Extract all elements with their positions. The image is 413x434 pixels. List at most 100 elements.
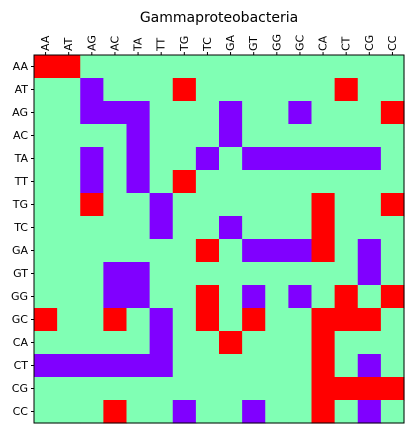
heatmap-cell-GA-CC: [380, 239, 405, 263]
heatmap-cell-CA-CA: [311, 331, 336, 355]
heatmap-cell-GG-GA: [219, 285, 243, 309]
heatmap-cell-AC-GT: [242, 124, 266, 148]
heatmap-cell-AT-TT: [149, 78, 174, 102]
x-tick-label: TT: [155, 37, 168, 52]
heatmap-cell-CA-AT: [57, 331, 81, 355]
heatmap-cell-GT-TG: [172, 262, 197, 286]
heatmap-cell-CT-GA: [219, 354, 243, 378]
x-tick-label: TG: [178, 36, 191, 52]
heatmap-cell-TT-CC: [380, 170, 405, 194]
heatmap-cell-AG-CA: [311, 101, 336, 125]
heatmap-cell-TG-TC: [195, 193, 220, 217]
heatmap-cell-AT-CA: [311, 78, 336, 102]
heatmap-cell-TT-GA: [219, 170, 243, 194]
heatmap-cell-AT-AT: [57, 78, 81, 102]
heatmap-cell-CG-AG: [80, 377, 104, 401]
heatmap-cell-AT-TA: [126, 78, 151, 102]
heatmap-cell-GC-AC: [103, 308, 128, 332]
heatmap-cell-GT-TC: [195, 262, 220, 286]
heatmap-cell-TG-TA: [126, 193, 151, 217]
heatmap-cell-AC-CC: [380, 124, 405, 148]
heatmap-cell-TT-CG: [357, 170, 382, 194]
heatmap-cell-TA-TA: [126, 147, 151, 171]
heatmap-cell-CG-TA: [126, 377, 151, 401]
heatmap-cell-GG-GG: [265, 285, 289, 309]
heatmap-cell-TC-AT: [57, 216, 81, 240]
heatmap-cell-TG-GC: [288, 193, 313, 217]
heatmap-cell-AC-TA: [126, 124, 151, 148]
heatmap-cell-GC-CA: [311, 308, 336, 332]
heatmap-cell-GC-CC: [380, 308, 405, 332]
heatmap-cell-CA-GT: [242, 331, 266, 355]
heatmap-cell-CC-TC: [195, 400, 220, 424]
heatmap-cell-AA-GG: [265, 55, 289, 79]
x-tick-label: AG: [85, 35, 98, 51]
heatmap-cell-CT-GG: [265, 354, 289, 378]
heatmap-cell-AA-TC: [195, 55, 220, 79]
heatmap-cell-TA-AT: [57, 147, 81, 171]
heatmap-cell-TG-AT: [57, 193, 81, 217]
heatmap-cell-AT-GT: [242, 78, 266, 102]
heatmap-cell-AT-AC: [103, 78, 128, 102]
heatmap-cell-GT-GT: [242, 262, 266, 286]
heatmap-cell-GT-CT: [334, 262, 359, 286]
heatmap-cell-AC-AT: [57, 124, 81, 148]
heatmap-cell-AC-AC: [103, 124, 128, 148]
heatmap-cell-AC-TC: [195, 124, 220, 148]
heatmap-cell-GG-GT: [242, 285, 266, 309]
heatmap-cell-TG-AA: [34, 193, 58, 217]
heatmap-cell-AT-GA: [219, 78, 243, 102]
heatmap-cell-TG-GT: [242, 193, 266, 217]
heatmap-cell-AA-AA: [34, 55, 58, 79]
heatmap-cell-CA-AG: [80, 331, 104, 355]
heatmap-cell-TC-AG: [80, 216, 104, 240]
heatmap-cell-TC-TA: [126, 216, 151, 240]
x-tick-label: CC: [386, 35, 399, 51]
heatmap-cell-TG-CT: [334, 193, 359, 217]
heatmap-cell-GA-GA: [219, 239, 243, 263]
heatmap-cell-CG-TG: [172, 377, 197, 401]
heatmap-cell-AG-TT: [149, 101, 174, 125]
heatmap-cell-CC-CT: [334, 400, 359, 424]
heatmap-cell-GA-AA: [34, 239, 58, 263]
heatmap-cell-AT-AG: [80, 78, 104, 102]
heatmap-cell-CA-TG: [172, 331, 197, 355]
heatmap-cell-AA-AC: [103, 55, 128, 79]
heatmap-cell-TC-GT: [242, 216, 266, 240]
heatmap-cell-TT-GT: [242, 170, 266, 194]
heatmap-cell-CC-CC: [380, 400, 405, 424]
x-tick-label: TA: [132, 37, 145, 52]
heatmap-cell-AA-GC: [288, 55, 313, 79]
heatmap-cell-GA-GC: [288, 239, 313, 263]
heatmap-cell-GC-GA: [219, 308, 243, 332]
heatmap-cell-CC-GT: [242, 400, 266, 424]
heatmap-cell-TC-GG: [265, 216, 289, 240]
heatmap-cell-TT-GC: [288, 170, 313, 194]
heatmap-cell-CG-CC: [380, 377, 405, 401]
heatmap-cell-AA-GA: [219, 55, 243, 79]
heatmap-cell-CT-CG: [357, 354, 382, 378]
heatmap-cell-GT-AG: [80, 262, 104, 286]
y-tick-label: TC: [13, 221, 28, 234]
heatmap-cell-AG-TG: [172, 101, 197, 125]
heatmap-cell-GC-TG: [172, 308, 197, 332]
heatmap-cell-AG-TA: [126, 101, 151, 125]
heatmap-cell-TA-TT: [149, 147, 174, 171]
heatmap-cell-TG-AG: [80, 193, 104, 217]
heatmap-cell-TC-GA: [219, 216, 243, 240]
x-tick-label: AT: [62, 37, 75, 51]
x-tick-label: CT: [340, 36, 353, 51]
heatmap-cell-TT-CA: [311, 170, 336, 194]
heatmap-cell-GT-AA: [34, 262, 58, 286]
heatmap-cell-AT-GG: [265, 78, 289, 102]
y-tick-labels: AA AT AG AC TA TT TG TC GA GT GG GC CA CT CG CC: [11, 60, 34, 418]
heatmap-cell-CA-CC: [380, 331, 405, 355]
heatmap-cell-CG-GT: [242, 377, 266, 401]
heatmap-cell-CC-AT: [57, 400, 81, 424]
heatmap-cell-AA-TA: [126, 55, 151, 79]
heatmap-cell-GA-CA: [311, 239, 336, 263]
heatmap-cell-AG-GT: [242, 101, 266, 125]
heatmap-cell-CG-AC: [103, 377, 128, 401]
heatmap-cell-CC-GA: [219, 400, 243, 424]
heatmap-cell-AA-CT: [334, 55, 359, 79]
